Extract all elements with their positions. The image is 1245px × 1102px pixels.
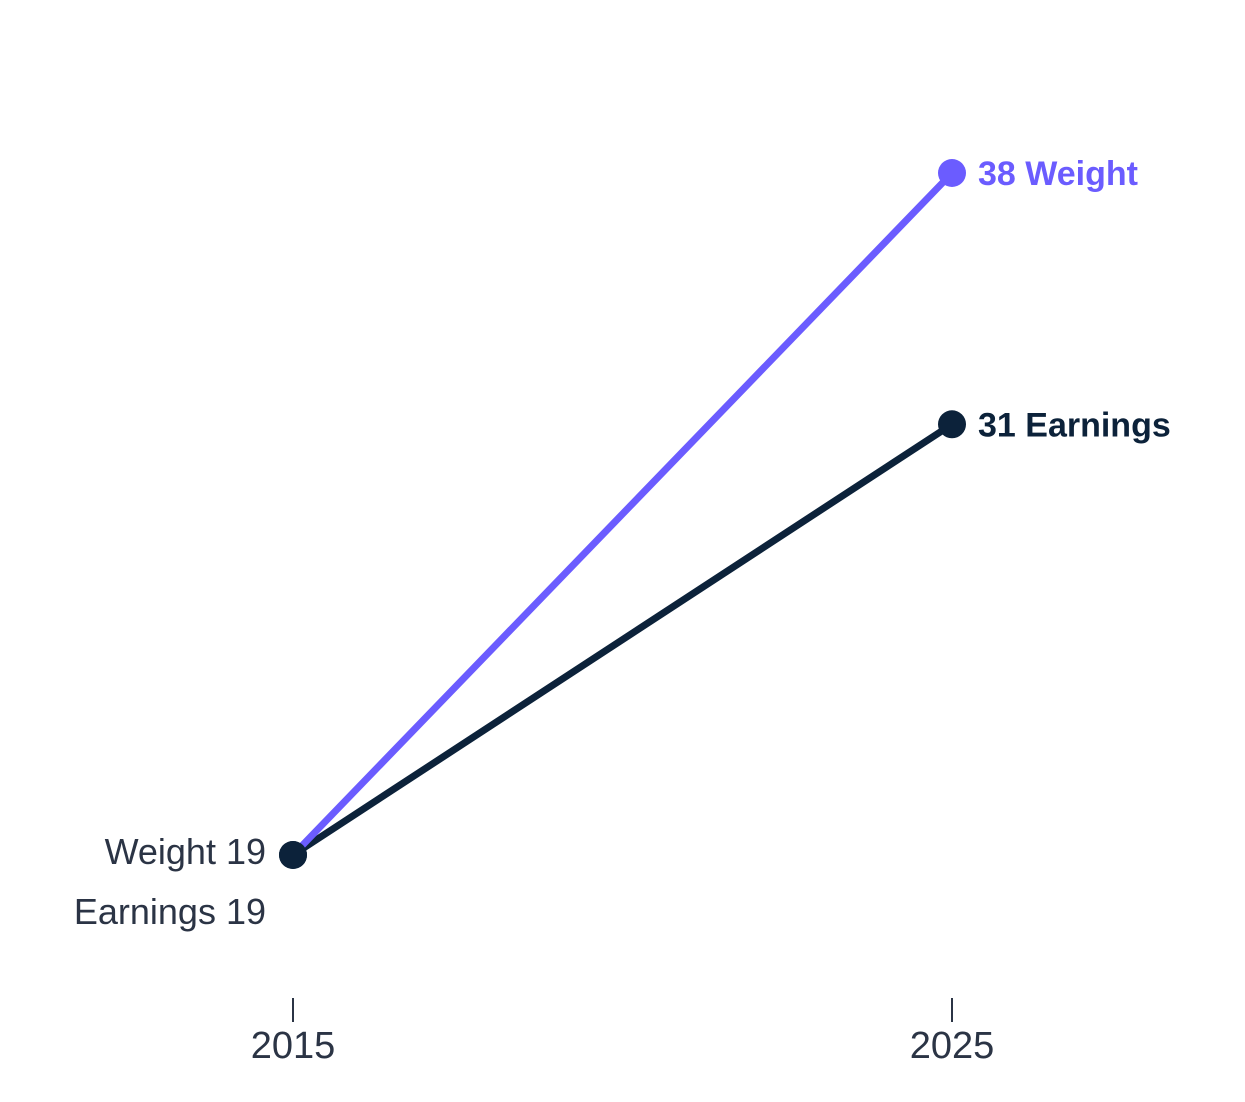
x-axis: 2015 2025 <box>251 998 995 1067</box>
x-tick-label-2015: 2015 <box>251 1025 336 1067</box>
series-line-weight <box>289 169 956 859</box>
series-labels: Weight 19 Earnings 19 38 Weight 31 Earnings <box>74 155 1171 932</box>
x-tick-label-2025: 2025 <box>910 1025 995 1067</box>
end-point-weight <box>938 159 966 187</box>
end-label-earnings: 31 Earnings <box>978 406 1171 444</box>
start-label-earnings: Earnings 19 <box>74 891 266 932</box>
end-label-weight: 38 Weight <box>978 155 1138 193</box>
start-point-earnings <box>279 841 307 869</box>
series-lines <box>279 159 966 869</box>
series-line-earnings <box>289 420 956 859</box>
end-point-earnings <box>938 410 966 439</box>
start-label-weight: Weight 19 <box>105 831 266 872</box>
